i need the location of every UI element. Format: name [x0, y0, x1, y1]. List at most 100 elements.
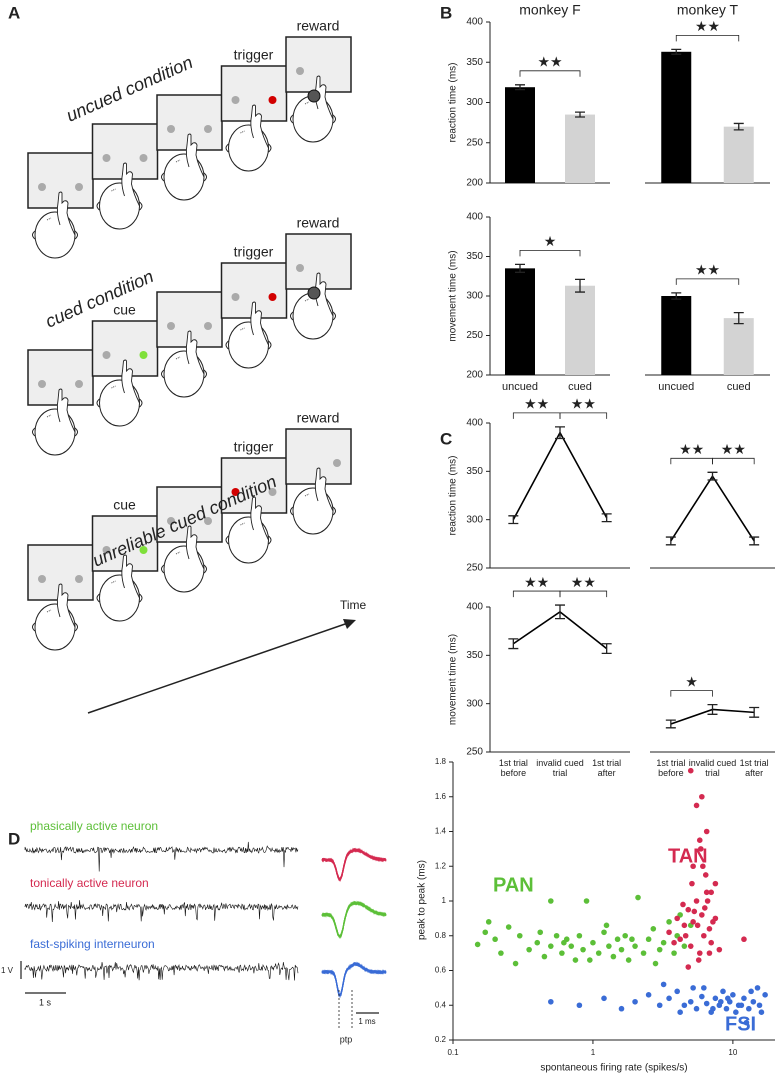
- point: [595, 950, 602, 956]
- point: [680, 901, 686, 908]
- waveform: [321, 849, 387, 881]
- y-tick-label: 200: [466, 370, 483, 381]
- chart-line: ★★ ★★: [650, 441, 775, 569]
- error-bar: [575, 111, 585, 118]
- significance-stars: ★★: [679, 441, 704, 457]
- point: [708, 939, 714, 946]
- neuron-label: fast-spiking interneuron: [30, 937, 155, 951]
- condition-row: unreliable cued conditioncuetriggerrewar…: [27, 410, 352, 651]
- hand: [185, 330, 205, 375]
- neuron-label: phasically active neuron: [30, 819, 158, 833]
- point: [632, 943, 638, 949]
- point: [681, 1002, 688, 1009]
- point: [701, 985, 707, 991]
- waveform: [321, 961, 387, 997]
- panel-label: C: [440, 429, 452, 448]
- point: [733, 1009, 739, 1015]
- chart-title: monkey F: [519, 2, 580, 18]
- point: [568, 943, 575, 949]
- event-label: trigger: [234, 244, 274, 260]
- significance-bracket: [675, 278, 740, 285]
- line: [670, 474, 755, 542]
- ear: [161, 172, 207, 182]
- hand: [121, 359, 140, 404]
- hand: [56, 583, 76, 628]
- target-dot: [102, 351, 111, 359]
- target-dot: [204, 517, 212, 525]
- head: [99, 379, 140, 427]
- time-arrow: [87, 622, 349, 714]
- error-bar: [733, 122, 744, 131]
- hand: [56, 388, 76, 433]
- point: [725, 995, 731, 1002]
- point: [689, 880, 695, 887]
- point: [698, 846, 704, 852]
- bar: [505, 87, 535, 183]
- point: [512, 960, 519, 967]
- point: [708, 889, 714, 896]
- waveform: [321, 901, 387, 938]
- target-dot: [167, 125, 175, 133]
- y-axis-label: peak to peak (ms): [417, 860, 428, 940]
- significance-bracket: [559, 412, 608, 419]
- waveform: [321, 962, 387, 997]
- waveform: [321, 962, 387, 997]
- y-tick-label: 300: [466, 291, 483, 302]
- y-tick-label: 350: [466, 466, 483, 477]
- waveform: [321, 963, 387, 997]
- point: [701, 905, 708, 911]
- head: [292, 487, 334, 535]
- point: [754, 985, 761, 991]
- point: [730, 992, 736, 998]
- point: [682, 932, 689, 939]
- significance-stars: ★: [685, 673, 698, 689]
- head: [228, 321, 269, 369]
- point: [629, 936, 635, 943]
- chart-bar: 200 250 300 350 400 reaction time (ms) monkey …: [448, 2, 610, 189]
- point: [674, 988, 680, 995]
- point: [703, 889, 710, 896]
- point: [718, 998, 724, 1005]
- point: [576, 1002, 583, 1009]
- head: [292, 292, 334, 340]
- chart-line: 250 300 350 400 movement time (ms) 1st trial …: [448, 574, 630, 778]
- hand: [121, 162, 140, 207]
- waveform: [321, 901, 387, 939]
- target-dot: [268, 488, 277, 496]
- point: [590, 939, 596, 946]
- ear: [290, 114, 336, 124]
- significance-stars: ★★: [537, 53, 562, 69]
- point: [625, 957, 632, 963]
- ear: [32, 622, 78, 632]
- hand: [314, 467, 334, 512]
- y-tick-label: 1: [442, 896, 447, 905]
- target-dot: [231, 488, 240, 496]
- target-dot: [139, 351, 148, 359]
- point: [537, 929, 544, 936]
- x-tick-label: 10: [728, 1048, 737, 1057]
- point: [704, 898, 711, 904]
- waveform: [321, 900, 387, 937]
- point: [610, 953, 617, 960]
- significance-bracket: [559, 590, 608, 598]
- point: [650, 926, 657, 932]
- error-bar: [671, 48, 682, 55]
- significance-bracket: [519, 70, 581, 77]
- head: [34, 603, 76, 651]
- point: [632, 998, 638, 1005]
- x-tick-label: cued: [727, 381, 751, 393]
- point: [746, 1005, 752, 1012]
- point: [748, 988, 754, 995]
- y-axis-label: reaction time (ms): [448, 455, 459, 535]
- point: [559, 950, 565, 956]
- point: [656, 946, 663, 953]
- time-scale-label: 1 s: [39, 997, 52, 1007]
- head: [34, 211, 76, 259]
- point: [762, 992, 768, 998]
- target-dot: [167, 322, 175, 330]
- event-label: reward: [297, 410, 340, 426]
- x-tick-label: 1st trial before: [656, 758, 686, 778]
- y-tick-label: 0.6: [435, 966, 447, 975]
- point: [723, 1005, 730, 1012]
